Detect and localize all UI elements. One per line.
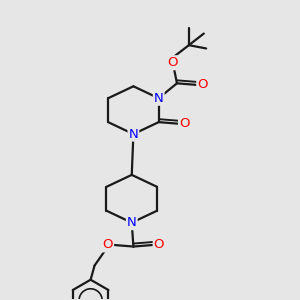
Text: N: N (127, 216, 136, 229)
Text: O: O (197, 79, 208, 92)
Text: N: N (154, 92, 164, 105)
Text: N: N (128, 128, 138, 141)
Text: O: O (103, 238, 113, 251)
Text: O: O (154, 238, 164, 251)
Text: O: O (168, 56, 178, 69)
Text: O: O (179, 117, 190, 130)
